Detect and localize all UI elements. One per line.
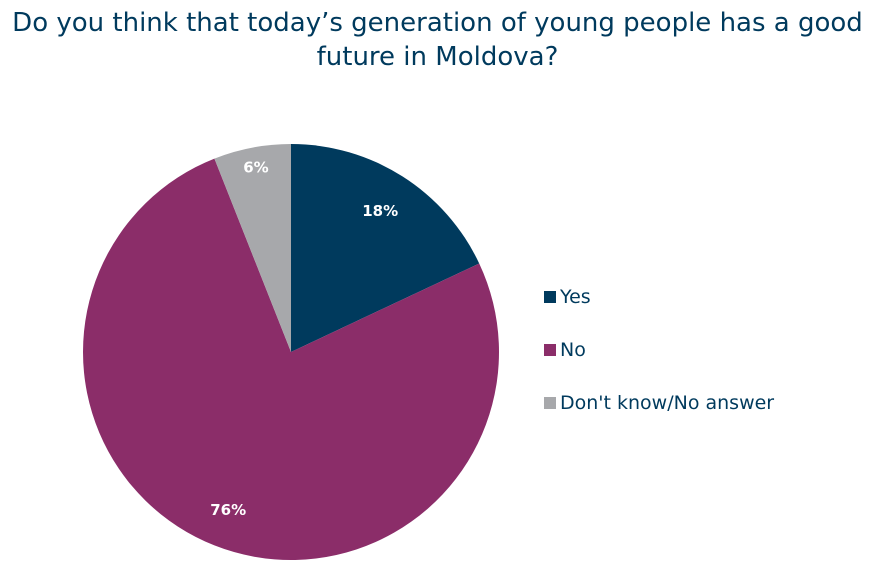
legend-label-yes: Yes (560, 286, 591, 308)
legend-item-dont-know: Don't know/No answer (544, 390, 774, 416)
legend-label-dont-know: Don't know/No answer (560, 392, 775, 414)
legend-swatch-no (544, 344, 556, 356)
slice-label-yes: 18% (362, 202, 398, 220)
legend-label-no: No (560, 339, 586, 361)
legend-swatch-dont-know (544, 397, 556, 409)
legend-swatch-yes (544, 291, 556, 303)
chart-title: Do you think that today’s generation of … (0, 6, 875, 74)
legend-item-no: No (544, 337, 774, 363)
chart-title-line-2: future in Moldova? (316, 42, 559, 72)
slice-dont-know (214, 144, 291, 352)
legend-item-yes: Yes (544, 284, 774, 310)
slice-label-dont-know: 6% (243, 159, 268, 177)
slice-yes (291, 144, 480, 352)
chart-legend: Yes No Don't know/No answer (544, 284, 774, 443)
slice-no (83, 158, 500, 560)
slice-label-no: 76% (210, 501, 246, 519)
chart-title-line-1: Do you think that today’s generation of … (12, 8, 863, 38)
